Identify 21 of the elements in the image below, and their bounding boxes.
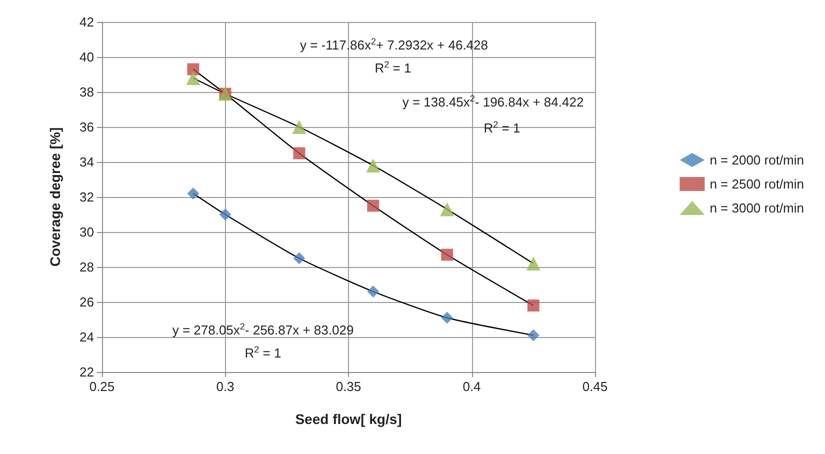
- x-tick-label: 0.45: [582, 379, 608, 394]
- y-tick-label: 34: [80, 154, 94, 170]
- y-tick-label: 24: [80, 330, 94, 344]
- y-axis-title: Coverage degree [%]: [47, 127, 63, 267]
- legend-label: n = 2000 rot/min: [710, 152, 804, 168]
- y-tick-label: 36: [80, 120, 94, 134]
- x-tick-label: 0.25: [89, 379, 115, 394]
- x-tick-label: 0.3: [216, 379, 234, 394]
- legend-label: n = 3000 rot/min: [710, 200, 804, 216]
- x-axis-title: Seed flow[ kg/s]: [295, 411, 402, 427]
- x-tick-label: 0.35: [336, 379, 362, 394]
- y-tick-label: 26: [80, 294, 94, 310]
- y-tick-label: 30: [80, 224, 94, 240]
- x-tick-label: 0.4: [462, 379, 481, 394]
- y-tick-label: 38: [80, 84, 94, 100]
- y-tick-label: 22: [80, 364, 94, 380]
- y-tick-label: 42: [80, 14, 94, 30]
- y-tick-label: 40: [80, 50, 94, 64]
- y-tick-label: 28: [80, 260, 94, 274]
- y-tick-label: 32: [80, 190, 94, 204]
- legend-label: n = 2500 rot/min: [710, 176, 804, 192]
